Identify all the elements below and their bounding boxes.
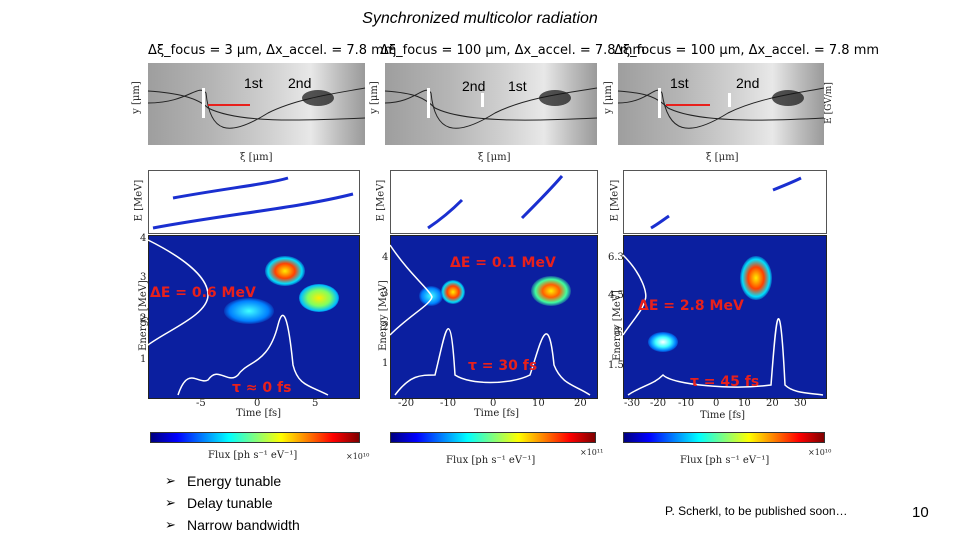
panel-3-spectrum-lines <box>622 254 824 396</box>
panel-3-spectrogram <box>623 235 827 399</box>
panel-3-xtick: 0 <box>713 398 720 409</box>
panel-3-ytick: 3 <box>614 326 621 337</box>
panel-2-xtick: 0 <box>490 398 497 409</box>
panel-1-header: Δξ_focus = 3 μm, Δx_accel. = 7.8 mm <box>148 43 397 58</box>
panel-3-xtick: 30 <box>794 398 807 409</box>
panel-3-colorbar-label: Flux [ph s⁻¹ eV⁻¹] <box>680 455 770 466</box>
panel-1-colorbar-exponent: ×10¹⁰ <box>346 452 370 461</box>
panel-2-wake-ylabel: y [μm] <box>368 81 380 114</box>
panel-2-spectrogram <box>390 235 598 399</box>
panel-2-label-1st: 1st <box>508 78 527 94</box>
panel-2-colorbar-label: Flux [ph s⁻¹ eV⁻¹] <box>446 455 536 466</box>
list-item: ➢ Delay tunable <box>165 492 300 514</box>
panel-3-energy-traces <box>650 176 802 230</box>
panel-1-wakefield-map <box>148 63 365 145</box>
panel-1-colorbar <box>150 432 360 443</box>
citation: P. Scherkl, to be published soon… <box>665 504 848 518</box>
panel-1-energy-ylabel: E [MeV] <box>133 179 145 222</box>
panel-3-wake-rlabel: E [GV/m] <box>823 82 834 124</box>
panel-2-spec-xlabel: Time [fs] <box>474 408 520 419</box>
panel-1-tau: τ ≈ 0 fs <box>232 380 292 396</box>
panel-1-energy-traces <box>152 176 354 230</box>
panel-2-energy-traces <box>427 175 564 230</box>
panel-2-ytick: 2 <box>382 322 389 333</box>
list-item: ➢ Narrow bandwidth <box>165 514 300 536</box>
panel-2-label-2nd: 2nd <box>462 78 486 94</box>
panel-2-spectrum-lines <box>389 244 591 396</box>
panel-2-xtick: 20 <box>574 398 587 409</box>
panel-3-ytick: 6.3 <box>608 252 624 263</box>
panel-3-energy-ylabel: E [MeV] <box>609 179 621 222</box>
panel-1-label-2nd: 2nd <box>288 75 312 91</box>
panel-1-xtick: 5 <box>312 398 319 409</box>
panel-1-spectrum-lines <box>147 239 329 396</box>
panel-2-xtick: -10 <box>440 398 457 409</box>
panel-1-delta-e: ΔE = 0.6 MeV <box>150 285 256 301</box>
panel-1-label-1st: 1st <box>244 75 263 91</box>
panel-3-colorbar-exponent: ×10¹⁰ <box>808 448 832 457</box>
panel-2-colorbar-exponent: ×10¹¹ <box>580 448 604 457</box>
panel-1-ytick: 3 <box>140 272 147 283</box>
panel-1-xtick: -5 <box>196 398 206 409</box>
slide-title: Synchronized multicolor radiation <box>362 10 598 27</box>
panel-1-spectrogram <box>148 235 360 399</box>
panel-2-tau: τ = 30 fs <box>468 358 538 374</box>
panel-2-colorbar <box>390 432 596 443</box>
arrow-bullet-icon: ➢ <box>165 473 176 488</box>
panel-3-tau: τ = 45 fs <box>690 374 760 390</box>
panel-1-wake-xlabel: ξ [μm] <box>240 152 273 163</box>
panel-3-xtick: -20 <box>650 398 667 409</box>
panel-2-xtick: 10 <box>532 398 545 409</box>
panel-2-ytick: 4 <box>382 252 389 263</box>
panel-3-xtick: -10 <box>678 398 695 409</box>
panel-1-wakefield-lines <box>147 87 366 129</box>
panel-2-ytick: 1 <box>382 358 389 369</box>
page-number: 10 <box>912 504 929 521</box>
feature-list: ➢ Energy tunable ➢ Delay tunable ➢ Narrow b… <box>165 470 300 536</box>
panel-1-xtick: 0 <box>254 398 261 409</box>
list-item: ➢ Energy tunable <box>165 470 300 492</box>
panel-3-ytick: 1.5 <box>608 360 624 371</box>
panel-2-xtick: -20 <box>398 398 415 409</box>
panel-2-delta-e: ΔE = 0.1 MeV <box>450 255 556 271</box>
panel-2-energy-plot <box>390 170 598 234</box>
panel-1-ytick: 1 <box>140 354 147 365</box>
panel-2-header: Δξ_focus = 100 μm, Δx_accel. = 7.8 mm <box>380 43 646 58</box>
panel-3-xtick: 10 <box>738 398 751 409</box>
panel-1-energy-plot <box>148 170 360 234</box>
arrow-bullet-icon: ➢ <box>165 495 176 510</box>
panel-3-label-2nd: 2nd <box>736 75 760 91</box>
panel-2-wakefield-lines <box>384 87 598 129</box>
panel-1-wake-ylabel: y [μm] <box>130 81 142 114</box>
panel-3-colorbar <box>623 432 825 443</box>
panel-3-wake-xlabel: ξ [μm] <box>706 152 739 163</box>
panel-3-xtick: 20 <box>766 398 779 409</box>
panel-3-xtick: -30 <box>624 398 641 409</box>
panel-3-delta-e: ΔE = 2.8 MeV <box>638 298 744 314</box>
panel-3-header: Δξ_focus = 100 μm, Δx_accel. = 7.8 mm <box>614 43 880 58</box>
panel-1-ytick: 2 <box>140 313 147 324</box>
panel-3-ytick: 4.5 <box>608 290 624 301</box>
panel-1-spec-xlabel: Time [fs] <box>236 408 282 419</box>
panel-3-label-1st: 1st <box>670 75 689 91</box>
panel-3-wakefield-lines <box>617 87 825 129</box>
panel-1-colorbar-label: Flux [ph s⁻¹ eV⁻¹] <box>208 450 298 461</box>
panel-2-wake-xlabel: ξ [μm] <box>478 152 511 163</box>
panel-1-ytick: 4 <box>140 233 147 244</box>
panel-2-energy-ylabel: E [MeV] <box>375 179 387 222</box>
panel-3-spec-xlabel: Time [fs] <box>700 410 746 421</box>
panel-2-ytick: 3 <box>382 288 389 299</box>
panel-3-wake-ylabel: y [μm] <box>602 81 614 114</box>
arrow-bullet-icon: ➢ <box>165 517 176 532</box>
